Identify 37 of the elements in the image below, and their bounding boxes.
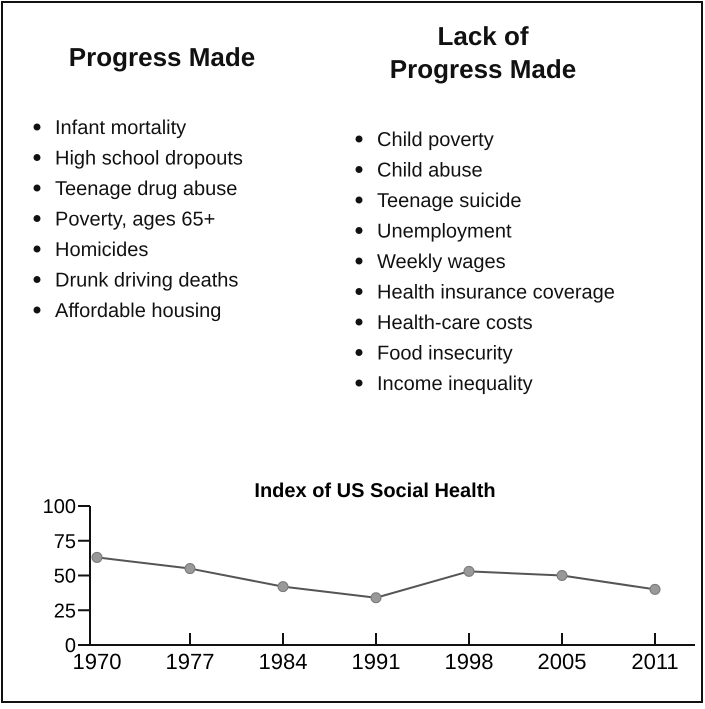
text: Infant mortality [55,117,186,139]
x-tick-label: 1984 [258,649,308,674]
point [278,581,288,592]
point [370,592,382,604]
text: Homicides [55,239,148,261]
x-tick-label: 1977 [166,649,214,674]
text: Teenage suicide [377,190,522,212]
point [184,563,196,574]
text: Unemployment [377,220,512,242]
text: Health insurance coverage [377,282,615,304]
text: Health-care costs [377,312,533,334]
x-tick-label: 2011 [631,649,679,674]
point [556,570,568,581]
text: Child abuse [377,160,483,182]
x-tick-label: 2005 [538,649,586,674]
text: Progress Made [68,42,256,72]
text: Child poverty [377,129,494,151]
chart-title: Index of US Social Health [254,480,496,502]
text: Lack of Progress Made [390,21,576,84]
y-tick-label: 75 [54,530,76,553]
y-tick-label: 100 [42,496,76,518]
text: Drunk driving deaths [55,270,238,292]
text: Weekly wages [377,251,506,273]
text: Poverty, ages 65+ [55,208,216,230]
x-tick-label: 1991 [352,649,400,674]
y-tick-label: 25 [54,600,76,622]
text: High school dropouts [55,148,243,170]
point [464,566,474,577]
text: Food insecurity [377,342,513,364]
text: Income inequality [377,373,533,395]
y-tick-label: 50 [54,566,76,588]
x-tick-label: 1998 [444,649,494,674]
y-tick-label: 0 [64,635,76,657]
text: Teenage drug abuse [55,178,238,200]
point [92,552,102,563]
point [650,584,660,595]
text: Affordable housing [55,300,222,322]
